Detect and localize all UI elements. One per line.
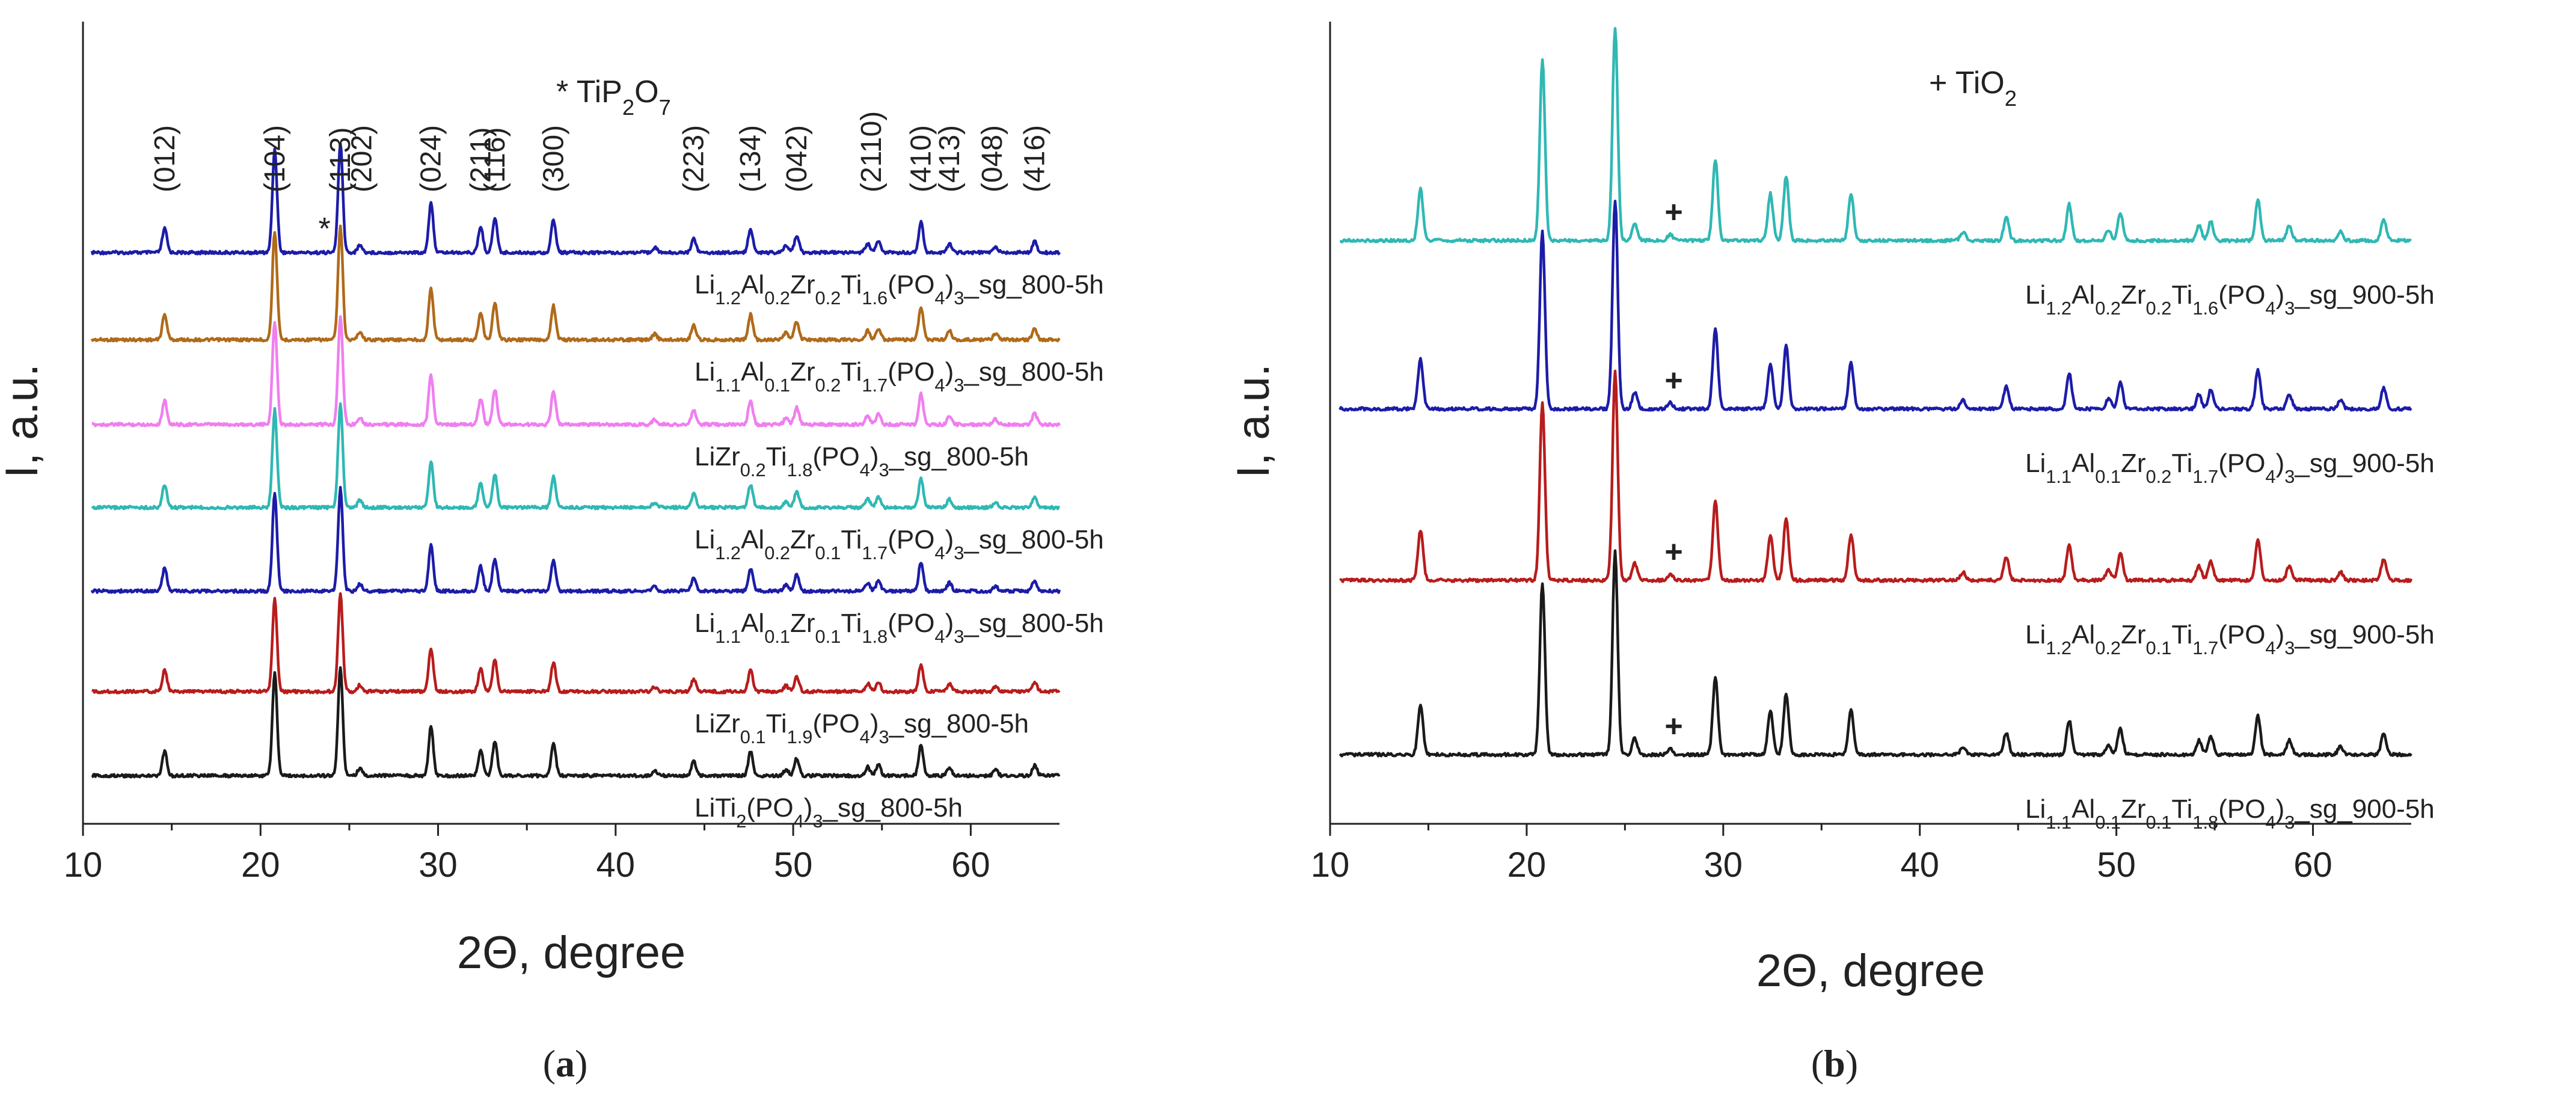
hkl-label: (012) (149, 125, 181, 192)
series-line (90, 224, 1061, 343)
impurity-marker: + (1664, 195, 1682, 230)
x-tick-label: 20 (241, 845, 280, 885)
hkl-label: (134) (735, 125, 767, 192)
series-label: Li1.1Al0.1Zr0.1Ti1.8(PO4)3_sg_900-5h (2025, 794, 2435, 833)
series-line (91, 402, 1060, 511)
series-label: Li1.2Al0.2Zr0.2Ti1.6(PO4)3_sg_800-5h (695, 270, 1104, 308)
series-line (1339, 369, 2413, 583)
hkl-label: (223) (678, 125, 710, 192)
hkl-label: (048) (977, 125, 1008, 192)
impurity-marker: + (1664, 709, 1682, 744)
y-axis-title: I, a.u. (0, 364, 48, 478)
impurity-marker: + (1664, 535, 1682, 569)
series-line (1339, 200, 2412, 412)
panel-b-chart: 10 20 30 40 50 60 2Θ, degree I, a.u. (b) + TiO2 Li… (1228, 22, 2435, 1085)
hkl-label: (024) (416, 125, 447, 192)
series-label: Li1.2Al0.2Zr0.2Ti1.6(PO4)3_sg_900-5h (2025, 280, 2435, 319)
series-line (90, 142, 1061, 256)
x-tick-label: 30 (1704, 845, 1743, 885)
hkl-label: (300) (538, 125, 569, 192)
panel-a-chart: 10 20 30 40 50 60 2Θ, degree I, a.u. (a) * TiP2O7… (0, 22, 1104, 1085)
impurity-marker: * (318, 212, 330, 247)
phase-legend-note: + TiO2 (1929, 66, 2017, 111)
panel-label: (b) (1811, 1042, 1858, 1085)
x-axis-title: 2Θ, degree (1756, 945, 1985, 996)
x-tick-label: 40 (1900, 845, 1939, 885)
series-line (91, 592, 1061, 695)
x-tick-label: 20 (1507, 845, 1547, 885)
series-line (1339, 549, 2412, 758)
series-label: LiZr0.1Ti1.9(PO4)3_sg_800-5h (695, 709, 1029, 747)
series-line (91, 666, 1061, 779)
hkl-label: (104) (259, 125, 291, 192)
series-line (1339, 27, 2412, 244)
series-line (90, 486, 1061, 594)
x-axis-title: 2Θ, degree (457, 927, 685, 978)
hkl-label: (113) (325, 127, 357, 193)
x-tick-label: 10 (64, 845, 103, 885)
impurity-marker: + (1664, 363, 1682, 398)
hkl-label: (202) (346, 125, 378, 192)
y-axis-title: I, a.u. (1228, 364, 1279, 478)
x-tick-label: 60 (951, 845, 990, 885)
x-tick-label: 30 (419, 845, 458, 885)
hkl-label: (410) (906, 125, 937, 192)
panel-label: (a) (543, 1042, 588, 1085)
series-label: Li1.1Al0.1Zr0.1Ti1.8(PO4)3_sg_800-5h (695, 609, 1104, 647)
series-line (91, 315, 1061, 428)
hkl-label: (211) (465, 127, 497, 193)
series-label: Li1.1Al0.1Zr0.2Ti1.7(PO4)3_sg_900-5h (2025, 449, 2435, 487)
x-tick-label: 50 (774, 845, 813, 885)
hkl-label: (042) (781, 125, 813, 192)
x-tick-label: 50 (2097, 845, 2136, 885)
hkl-label: (413) (934, 125, 966, 192)
x-tick-label: 40 (596, 845, 636, 885)
x-tick-label: 10 (1311, 845, 1350, 885)
series-label: Li1.2Al0.2Zr0.1Ti1.7(PO4)3_sg_900-5h (2025, 620, 2435, 658)
phase-legend-note: * TiP2O7 (556, 75, 671, 120)
series-label: Li1.1Al0.1Zr0.2Ti1.7(PO4)3_sg_800-5h (695, 357, 1104, 396)
hkl-label: (416) (1019, 125, 1051, 192)
hkl-label: (116) (479, 127, 511, 193)
hkl-label: (2110) (856, 111, 888, 192)
series-label: LiTi2(PO4)3_sg_800-5h (695, 793, 963, 832)
series-label: LiZr0.2Ti1.8(PO4)3_sg_800-5h (695, 442, 1029, 480)
x-tick-label: 60 (2293, 845, 2332, 885)
series-label: Li1.2Al0.2Zr0.1Ti1.7(PO4)3_sg_800-5h (695, 525, 1104, 563)
